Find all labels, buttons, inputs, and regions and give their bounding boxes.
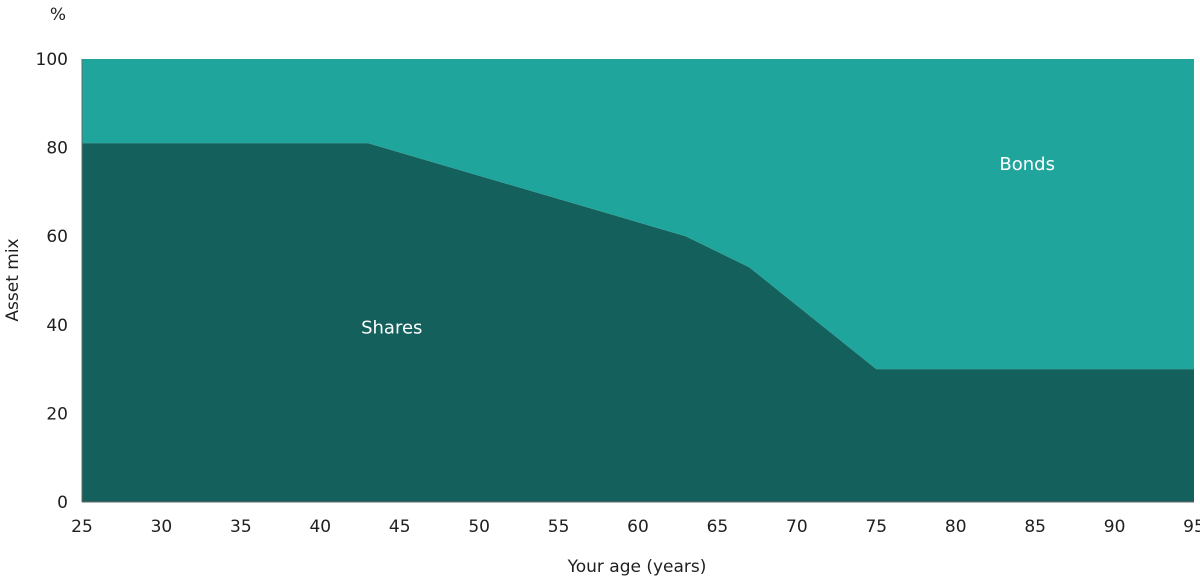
series-label-bonds: Bonds xyxy=(999,154,1055,175)
x-tick-label: 65 xyxy=(707,517,729,537)
chart-axes: 0 20 40 60 80 100 25 30 35 40 45 50 55 60 65 70 75 80 85 90… xyxy=(36,50,1200,537)
y-tick-label: 100 xyxy=(36,50,68,70)
x-tick-label: 95 xyxy=(1183,517,1200,537)
x-tick-label: 25 xyxy=(71,517,93,537)
x-tick-label: 50 xyxy=(468,517,490,537)
x-tick-label: 35 xyxy=(230,517,252,537)
y-tick-label: 80 xyxy=(46,139,68,159)
chart-labels: % Asset mix Your age (years) Shares Bonds xyxy=(3,5,1055,577)
x-tick-label: 55 xyxy=(548,517,570,537)
area-shares xyxy=(82,143,1194,503)
x-tick-label: 85 xyxy=(1024,517,1046,537)
x-tick-label: 30 xyxy=(151,517,173,537)
y-tick-label: 60 xyxy=(46,227,68,247)
x-tick-label: 75 xyxy=(865,517,887,537)
x-tick-label: 40 xyxy=(309,517,331,537)
x-tick-label: 45 xyxy=(389,517,411,537)
y-tick-label: 40 xyxy=(46,316,68,336)
x-tick-label: 60 xyxy=(627,517,649,537)
y-tick-label: 0 xyxy=(57,493,68,513)
x-axis-title: Your age (years) xyxy=(567,557,707,577)
series-label-shares: Shares xyxy=(361,318,422,339)
y-tick-label: 20 xyxy=(46,404,68,424)
x-tick-label: 70 xyxy=(786,517,808,537)
chart-areas xyxy=(82,59,1194,503)
y-axis-title: Asset mix xyxy=(3,238,23,321)
x-tick-label: 90 xyxy=(1104,517,1126,537)
y-unit-label: % xyxy=(50,5,66,25)
x-tick-label: 80 xyxy=(945,517,967,537)
area-bonds xyxy=(82,59,1194,370)
